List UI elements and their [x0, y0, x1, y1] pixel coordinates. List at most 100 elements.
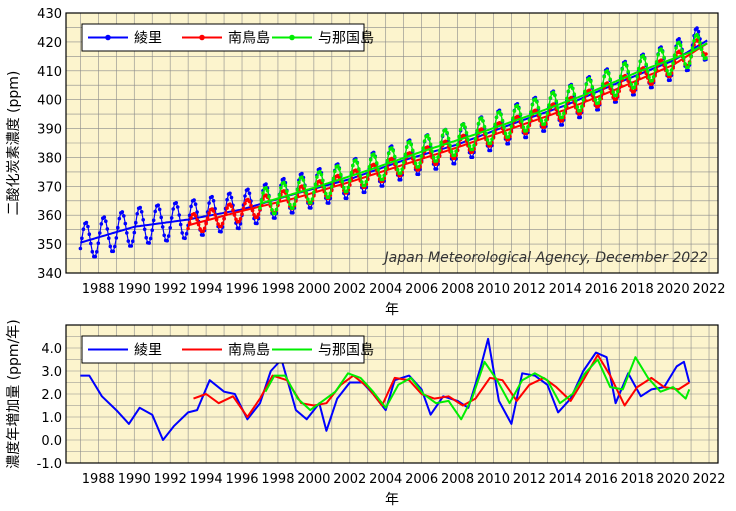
- data-point: [583, 89, 587, 94]
- data-point: [169, 216, 174, 220]
- data-point: [409, 142, 414, 147]
- data-point: [241, 206, 246, 211]
- data-point: [279, 186, 283, 190]
- increase-line: [264, 356, 691, 421]
- y-tick-label: 2.0: [41, 388, 62, 403]
- data-point: [535, 100, 539, 104]
- data-point: [324, 191, 328, 196]
- data-point: [177, 213, 181, 217]
- data-point: [704, 52, 708, 56]
- data-point: [547, 103, 551, 107]
- data-point: [421, 146, 425, 150]
- x-tick-label: 1990: [118, 282, 151, 297]
- data-point: [542, 122, 547, 126]
- data-point: [360, 180, 364, 184]
- data-point: [520, 119, 524, 123]
- data-point: [427, 136, 431, 141]
- x-tick-label: 2010: [477, 472, 510, 487]
- data-point: [484, 131, 488, 136]
- data-point: [291, 206, 295, 210]
- data-point: [80, 236, 84, 241]
- data-point: [295, 187, 300, 192]
- data-point: [578, 115, 583, 120]
- data-point: [687, 61, 692, 66]
- data-point: [283, 183, 288, 188]
- data-point: [690, 46, 695, 50]
- x-tick-label: 2004: [369, 472, 402, 487]
- data-point: [656, 52, 660, 57]
- data-point: [653, 68, 657, 72]
- data-point: [672, 53, 677, 57]
- data-point: [380, 177, 385, 182]
- legend-label: 綾里: [134, 31, 162, 47]
- data-point: [574, 99, 578, 103]
- data-point: [318, 167, 322, 171]
- data-point: [237, 226, 241, 231]
- data-point: [282, 176, 286, 181]
- data-point: [638, 59, 642, 64]
- data-point: [416, 167, 421, 172]
- data-point: [536, 105, 541, 110]
- data-point: [425, 133, 430, 138]
- data-point: [168, 226, 172, 230]
- y-tick-label: 410: [37, 65, 62, 80]
- data-point: [205, 216, 210, 220]
- data-point: [300, 175, 304, 179]
- data-point: [318, 169, 322, 174]
- data-point: [327, 195, 331, 199]
- data-point: [488, 141, 493, 145]
- data-point: [578, 111, 583, 116]
- data-point: [89, 241, 93, 246]
- data-point: [467, 144, 472, 148]
- x-tick-label: 2008: [441, 282, 474, 297]
- data-point: [431, 155, 436, 160]
- data-point: [590, 85, 595, 89]
- y-tick-label: 3.0: [41, 365, 62, 380]
- data-point: [327, 201, 331, 205]
- data-point: [312, 190, 316, 194]
- data-point: [674, 46, 678, 50]
- data-point: [195, 210, 199, 214]
- data-point: [301, 178, 306, 182]
- data-point: [404, 145, 409, 149]
- data-point: [454, 149, 458, 154]
- data-point: [624, 64, 629, 68]
- series-綾里: [80, 337, 691, 441]
- data-point: [403, 152, 408, 157]
- data-point: [669, 68, 674, 72]
- data-point: [204, 221, 208, 226]
- data-point: [87, 232, 92, 236]
- data-point: [506, 135, 511, 139]
- data-point: [497, 110, 502, 114]
- x-tick-label: 2014: [549, 472, 582, 487]
- data-point: [665, 68, 669, 73]
- data-point: [213, 213, 217, 217]
- data-point: [470, 147, 475, 152]
- data-point: [157, 207, 162, 212]
- data-point: [147, 241, 151, 245]
- data-point: [626, 79, 630, 83]
- data-point: [348, 178, 352, 183]
- data-point: [131, 239, 135, 243]
- top-grid: [66, 12, 718, 274]
- data-point: [129, 244, 134, 248]
- data-point: [542, 129, 547, 133]
- data-point: [117, 216, 122, 221]
- data-point: [584, 82, 589, 87]
- series-与那国島: [264, 356, 691, 421]
- data-point: [225, 197, 229, 202]
- data-point: [443, 128, 448, 132]
- top-y-tick-labels: 340 350 360 370 380 390 400 410 420 430: [37, 7, 62, 282]
- data-point: [600, 82, 605, 86]
- data-point: [270, 208, 274, 212]
- data-point: [485, 138, 490, 142]
- data-point: [493, 122, 497, 127]
- data-point: [202, 226, 207, 231]
- data-point: [452, 156, 457, 160]
- data-point: [696, 29, 701, 34]
- data-point: [249, 203, 253, 208]
- data-point: [336, 164, 340, 168]
- data-point: [587, 76, 592, 81]
- x-tick-label: 1988: [82, 472, 115, 487]
- data-point: [632, 92, 636, 97]
